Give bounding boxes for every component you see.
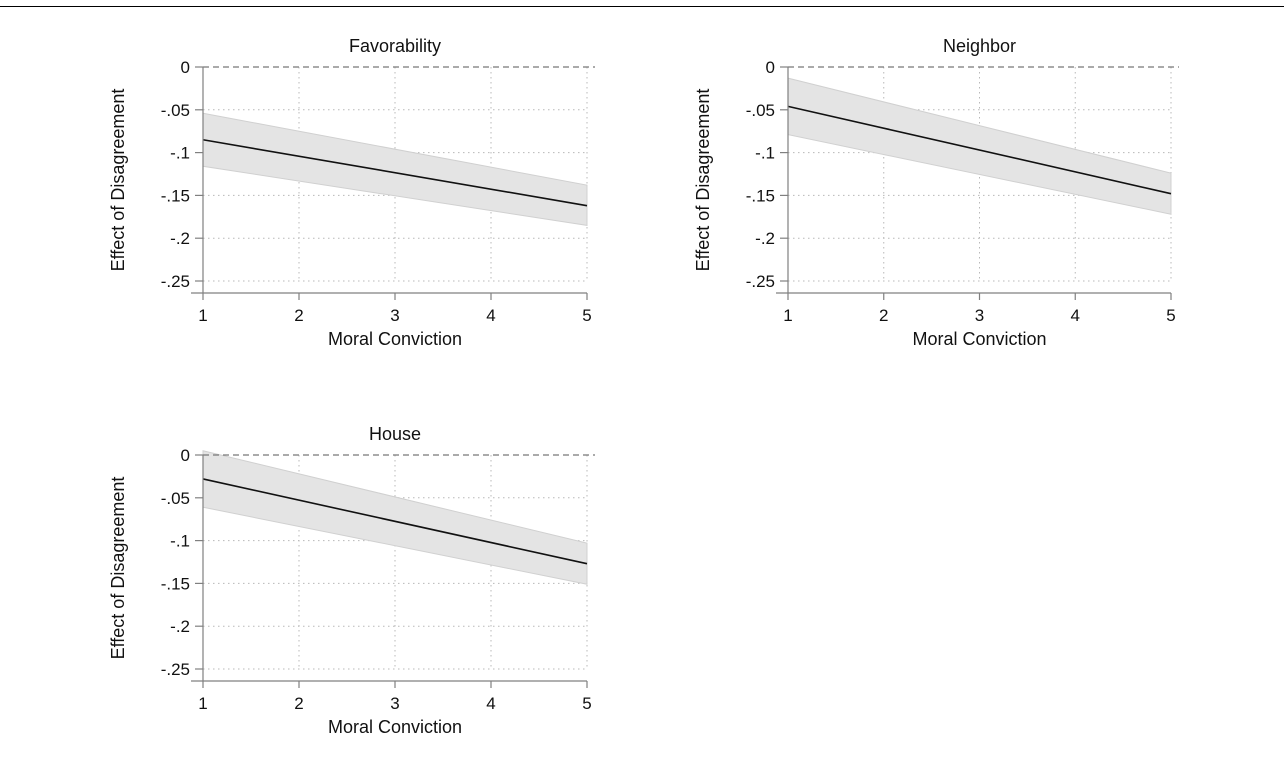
confidence-band (202, 112, 588, 226)
y-tick-label: -.25 (161, 660, 190, 679)
y-tick-label: -.2 (755, 229, 775, 248)
y-tick-label: -.15 (746, 186, 775, 205)
y-axis-title: Effect of Disagreement (693, 89, 713, 272)
y-axis-title: Effect of Disagreement (108, 89, 128, 272)
y-tick-label: -.2 (170, 617, 190, 636)
x-tick-label: 2 (294, 694, 303, 713)
chart-panel-house: 0 -.05 -.1 -.15 -.2 -.25 1 2 3 4 5 House Moral Convi… (108, 424, 595, 737)
y-tick-label: -.2 (170, 229, 190, 248)
chart-panel-neighbor: 0 -.05 -.1 -.15 -.2 -.25 1 2 3 4 5 Neighbor Moral Co… (693, 36, 1179, 349)
y-tick-label: -.1 (170, 144, 190, 163)
estimate-line (202, 138, 588, 207)
x-axis-title: Moral Conviction (328, 329, 462, 349)
x-tick-label: 5 (1166, 306, 1175, 325)
chart-title: House (369, 424, 421, 444)
y-tick-label: -.25 (161, 272, 190, 291)
top-rule (0, 6, 1284, 7)
x-tick-label: 3 (390, 306, 399, 325)
estimate-line (787, 105, 1172, 195)
x-tick-label: 3 (390, 694, 399, 713)
y-tick-label: -.25 (746, 272, 775, 291)
y-tick-label: 0 (766, 58, 775, 77)
y-tick-label: -.1 (755, 144, 775, 163)
chart-panel-favorability: 0 -.05 -.1 -.15 -.2 -.25 1 2 3 4 5 Favorability Mora… (108, 36, 595, 349)
x-tick-label: 3 (975, 306, 984, 325)
x-axis-title: Moral Conviction (328, 717, 462, 737)
estimate-line (202, 478, 588, 565)
x-tick-label: 1 (783, 306, 792, 325)
x-tick-label: 2 (879, 306, 888, 325)
x-tick-label: 1 (198, 306, 207, 325)
x-axis-title: Moral Conviction (912, 329, 1046, 349)
x-tick-label: 5 (582, 694, 591, 713)
y-tick-label: -.15 (161, 186, 190, 205)
y-axis-title: Effect of Disagreement (108, 477, 128, 660)
y-tick-label: 0 (181, 58, 190, 77)
y-tick-label: -.05 (161, 101, 190, 120)
x-tick-label: 4 (1071, 306, 1080, 325)
confidence-band (787, 77, 1172, 215)
chart-title: Neighbor (943, 36, 1016, 56)
y-tick-label: -.05 (746, 101, 775, 120)
y-tick-label: -.1 (170, 532, 190, 551)
y-tick-label: -.15 (161, 574, 190, 593)
x-tick-label: 4 (486, 306, 495, 325)
chart-title: Favorability (349, 36, 441, 56)
x-tick-label: 5 (582, 306, 591, 325)
x-tick-label: 1 (198, 694, 207, 713)
x-tick-label: 4 (486, 694, 495, 713)
y-tick-label: -.05 (161, 489, 190, 508)
y-tick-label: 0 (181, 446, 190, 465)
x-tick-label: 2 (294, 306, 303, 325)
